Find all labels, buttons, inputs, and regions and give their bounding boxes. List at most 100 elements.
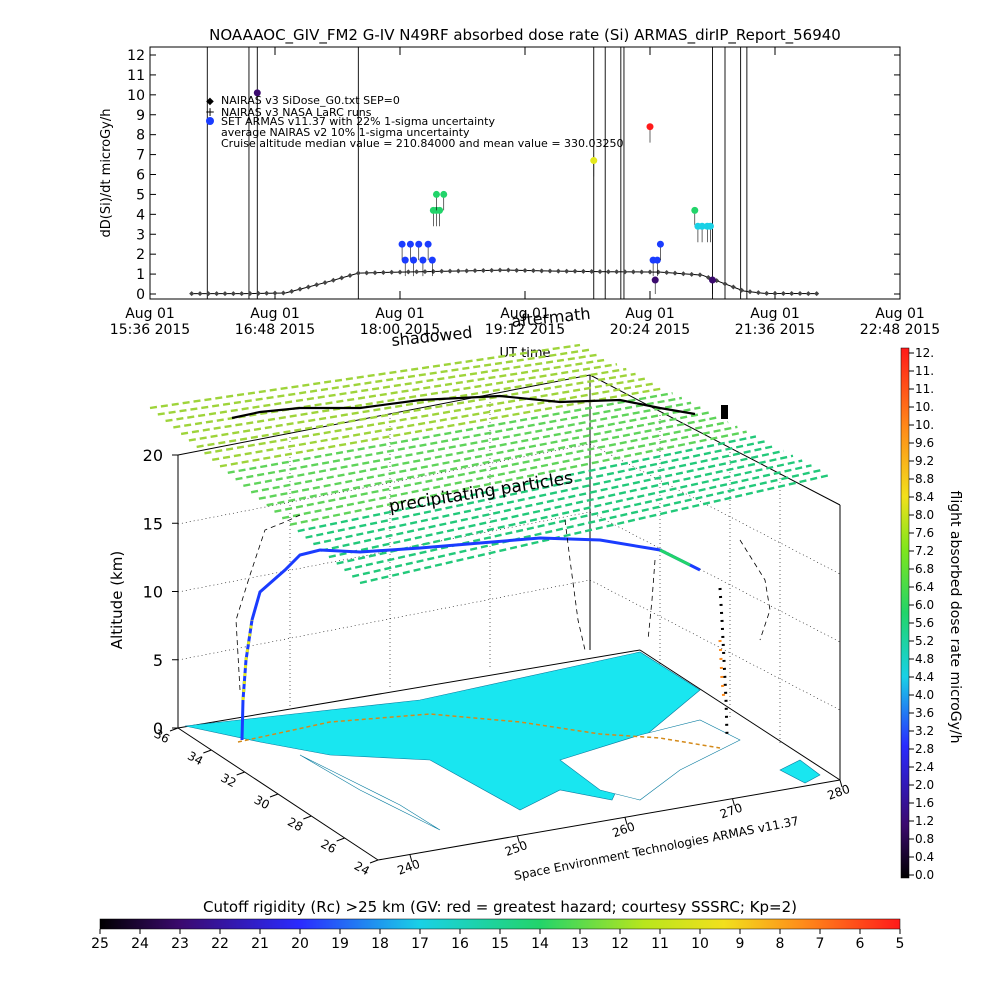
dose-rate-colorbar-ticks: 12. 11. 11. 10. 10. 9.6 9.2 8.8 8.4 8.0 7.6 7.2 6.8 6… (909, 346, 934, 882)
nairas-model-point (355, 270, 361, 276)
nairas-model-point (564, 268, 570, 274)
latitude-axis: 36 34 32 30 28 26 24 (152, 727, 379, 878)
dose-rate-tick-label: 3.2 (915, 724, 934, 738)
nairas-model-point (789, 291, 795, 297)
dose-rate-tick-label: 5.6 (915, 616, 934, 630)
armas-point (590, 157, 598, 165)
dose-rate-tick-label: 6.8 (915, 562, 934, 576)
top-x-tick-label-time: 18:00 2015 (360, 322, 440, 338)
event-lines (206, 47, 748, 299)
cutoff-tick-label: 6 (856, 936, 865, 952)
dose-rate-tick-label: 8.8 (915, 472, 934, 486)
altitude-axis-label: Altitude (km) (108, 551, 126, 649)
dose-rate-tick-label: 0.0 (915, 868, 934, 882)
armas-point (656, 240, 664, 248)
top-x-tick-label-date: Aug 01 (625, 306, 675, 322)
particle-sheet-line (320, 449, 784, 552)
armas-point (419, 256, 427, 264)
nairas-model-point (730, 284, 736, 290)
nairas-model-point (280, 290, 286, 296)
dose-rate-colorbar: 12. 11. 11. 10. 10. 9.6 9.2 8.8 8.4 8.0 7.6 7.2 6.8 6… (900, 346, 963, 882)
nairas-model-point (580, 268, 586, 274)
legend-marker-larc: + (205, 105, 215, 119)
longitude-tick-label: 240 (395, 857, 421, 878)
top-y-tick-label: 10 (127, 88, 145, 104)
nairas-model-point (772, 290, 778, 296)
nairas-model-point (230, 291, 236, 297)
nairas-model-point (614, 269, 620, 275)
nairas-model-point (447, 268, 453, 274)
latitude-tick-label: 36 (152, 727, 172, 747)
nairas-model-point (430, 268, 436, 274)
nairas-model-point (255, 290, 261, 296)
nairas-model-point (380, 269, 386, 275)
legend-marker-armas (206, 117, 214, 125)
nairas-model-point (314, 282, 320, 288)
ground-track (237, 713, 721, 749)
altitude-tick-label: 10 (143, 583, 163, 602)
longitude-tick (732, 798, 735, 806)
nairas-model-point (689, 271, 695, 277)
dose-rate-tick-label: 6.0 (915, 598, 934, 612)
top-y-tick-label: 3 (136, 227, 145, 243)
particle-sheet-line (149, 343, 581, 410)
nairas-model-point (747, 289, 753, 295)
top-y-tick-label: 9 (136, 108, 145, 124)
particle-sheet-line (274, 420, 729, 513)
top-y-tick-label: 12 (127, 48, 145, 64)
legend-text-nairas-v3: NAIRAS v3 SiDose_G0.txt SEP=0 (221, 94, 400, 107)
altitude-tick-label: 0 (153, 719, 163, 738)
nairas-model-point (755, 290, 761, 296)
top-x-tick-label-date: Aug 01 (375, 306, 425, 322)
legend-text-average: average NAIRAS v2 10% 1-sigma uncertaint… (221, 126, 470, 139)
nairas-model-point (330, 277, 336, 283)
armas-point (651, 276, 659, 284)
dose-rate-tick-label: 10. (915, 400, 934, 414)
latitude-tick (203, 749, 212, 754)
longitude-tick-label: 270 (718, 800, 744, 821)
cutoff-tick-label: 22 (211, 936, 229, 952)
nairas-model-point (222, 291, 228, 297)
particle-sheet-line (305, 440, 766, 539)
dose-rate-tick-label: 9.6 (915, 436, 934, 450)
nairas-model-point (455, 268, 461, 274)
cutoff-rigidity-colorbar: Cutoff rigidity (Rc) >25 km (GV: red = g… (91, 898, 904, 952)
dose-rate-tick-label: 0.4 (915, 850, 934, 864)
nairas-model-point (339, 275, 345, 281)
particle-sheet-line (157, 348, 590, 416)
dose-rate-tick-label: 3.6 (915, 706, 934, 720)
armas-point (424, 240, 432, 248)
map-region (184, 651, 701, 811)
nairas-model-point (655, 269, 661, 275)
dose-rate-tick-label: 8.0 (915, 508, 934, 522)
nairas-model-point (589, 269, 595, 275)
precipitating-particle-layer (149, 343, 831, 585)
cutoff-tick-label: 7 (816, 936, 825, 952)
latitude-tick (336, 837, 345, 842)
armas-point (709, 276, 716, 284)
armas-point (253, 89, 261, 97)
top-y-axis-label: dD(Si)/dt microGy/h (99, 109, 114, 238)
top-plot-frame (149, 46, 901, 300)
dose-rate-tick-label: 8.4 (915, 490, 934, 504)
nairas-model-point (272, 290, 278, 296)
dose-rate-tick-label: 11. (915, 382, 934, 396)
particle-sheet-line (359, 473, 831, 585)
nairas-model-point (647, 269, 653, 275)
map-florida (779, 759, 821, 784)
armas-point (653, 256, 661, 264)
legend-text-larc: NAIRAS v3 NASA LaRC runs (221, 106, 372, 119)
nairas-model-point (572, 268, 578, 274)
dose-rate-tick-label: 4.0 (915, 688, 934, 702)
top-x-tick-label-date: Aug 01 (125, 306, 175, 322)
particle-sheet-line (227, 391, 673, 474)
nairas-model-point (439, 268, 445, 274)
armas-point (398, 240, 406, 248)
top-x-tick-label-time: 21:36 2015 (735, 322, 815, 338)
armas-point (436, 206, 444, 214)
nairas-model-point (489, 267, 495, 273)
dose-rate-tick-label: 2.0 (915, 778, 934, 792)
particle-sheet-line (235, 396, 683, 481)
particle-sheet-line (250, 406, 701, 494)
